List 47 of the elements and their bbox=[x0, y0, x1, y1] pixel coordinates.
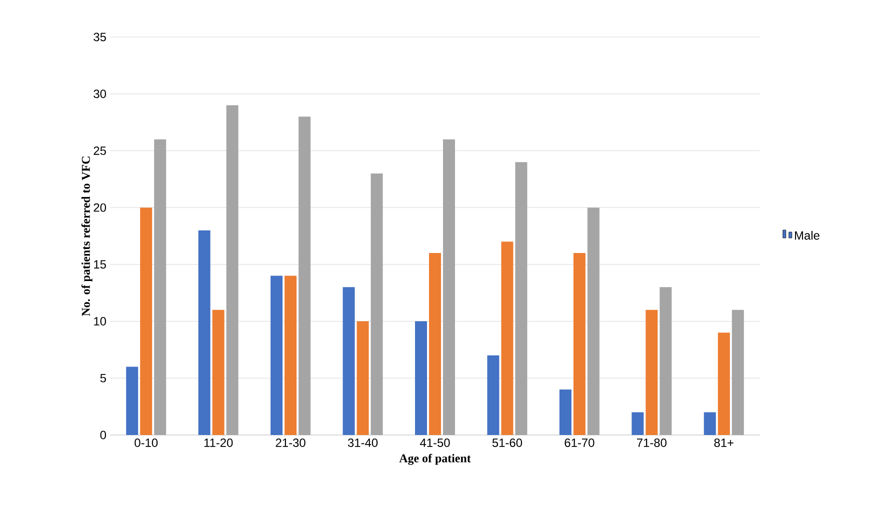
bar bbox=[270, 276, 283, 435]
x-tick-label: 0-10 bbox=[134, 438, 158, 447]
y-tick-label: 10 bbox=[94, 317, 106, 326]
bar bbox=[487, 355, 500, 435]
x-tick-label: 71-80 bbox=[636, 438, 666, 447]
bar bbox=[415, 321, 428, 435]
bar bbox=[732, 310, 744, 435]
bar bbox=[443, 139, 456, 435]
x-tick-label: 31-40 bbox=[348, 438, 378, 447]
bar bbox=[284, 276, 297, 435]
bar bbox=[370, 173, 383, 435]
x-tick-label: 51-60 bbox=[492, 438, 522, 447]
bar bbox=[212, 310, 224, 435]
legend-label: Male bbox=[795, 230, 820, 240]
y-tick-label: 0 bbox=[100, 430, 106, 440]
bar bbox=[559, 390, 572, 435]
bar bbox=[704, 412, 716, 435]
y-tick-label: 35 bbox=[94, 32, 106, 42]
bar bbox=[154, 139, 166, 435]
bar bbox=[429, 253, 442, 435]
bar bbox=[632, 412, 644, 435]
y-tick-label: 25 bbox=[94, 146, 106, 155]
bar bbox=[126, 366, 138, 435]
y-tick-label: 5 bbox=[100, 374, 106, 382]
bar bbox=[226, 105, 238, 435]
bar bbox=[298, 116, 311, 435]
bar bbox=[646, 310, 658, 435]
x-tick-label: 41-50 bbox=[420, 438, 450, 447]
bar bbox=[356, 321, 369, 435]
bar bbox=[198, 230, 210, 435]
bar bbox=[515, 162, 528, 435]
bar bbox=[587, 208, 600, 435]
y-axis-title: No. of patients referred to VFC bbox=[81, 156, 92, 316]
x-axis-title: Age of patient bbox=[399, 454, 471, 465]
bar bbox=[342, 287, 355, 435]
bar bbox=[501, 242, 514, 435]
bar bbox=[660, 287, 672, 435]
y-tick-label: 30 bbox=[94, 90, 106, 98]
x-tick-label: 11-20 bbox=[204, 438, 233, 447]
y-tick-label: 15 bbox=[94, 260, 106, 269]
bar bbox=[140, 208, 152, 435]
y-tick-label: 20 bbox=[94, 203, 106, 212]
x-tick-label: 61-70 bbox=[564, 438, 594, 447]
x-tick-label: 21-30 bbox=[276, 438, 306, 447]
bar bbox=[718, 332, 730, 435]
x-tick-label: 81+ bbox=[714, 438, 734, 447]
bar bbox=[573, 253, 586, 435]
